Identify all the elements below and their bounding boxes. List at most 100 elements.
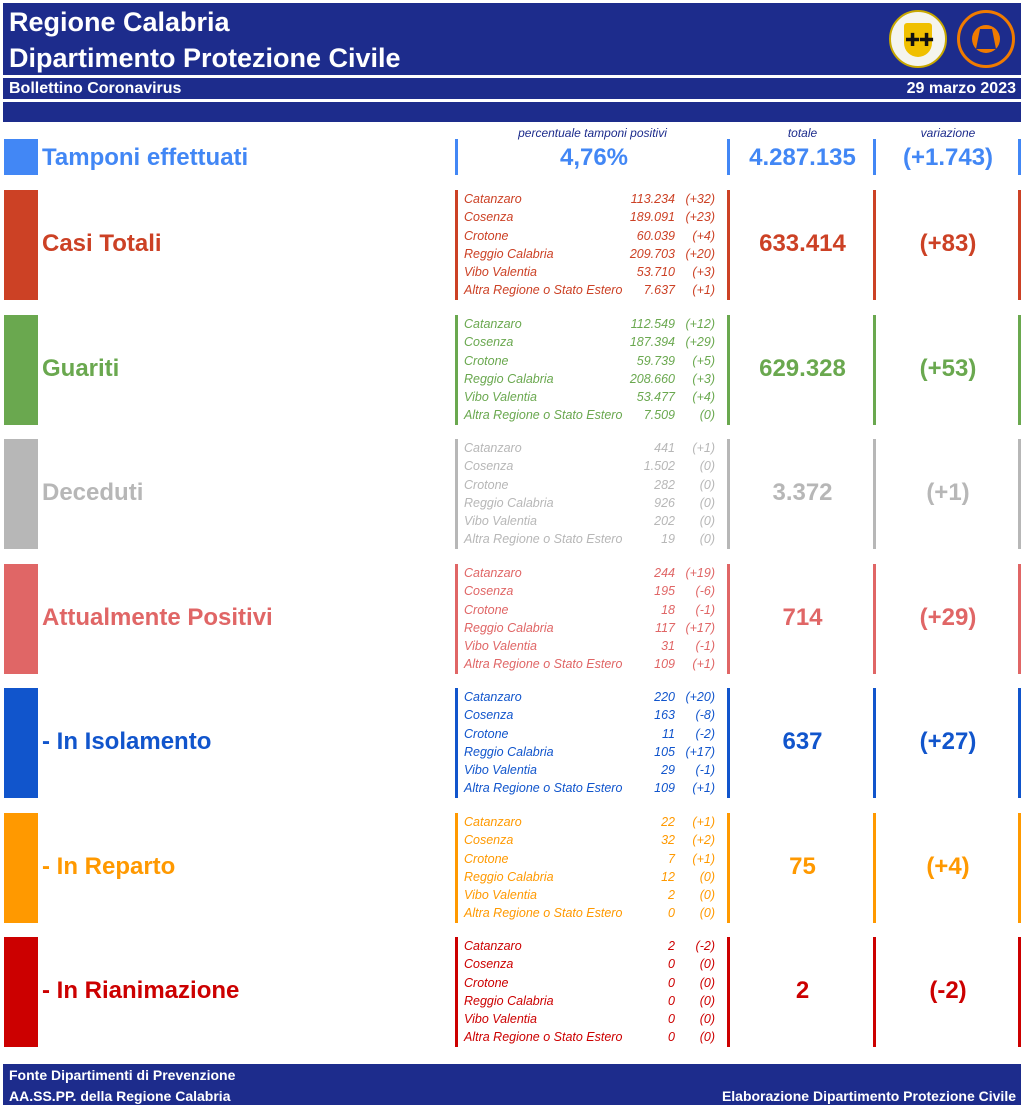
province-delta: (-1) xyxy=(695,639,715,654)
province-name: Crotone xyxy=(464,602,509,617)
province-delta: (0) xyxy=(699,993,715,1008)
province-delta: (-1) xyxy=(695,602,715,617)
province-delta: (+5) xyxy=(692,353,715,368)
province-name: Crotone xyxy=(464,975,509,990)
province-delta: (+1) xyxy=(692,441,715,455)
province-delta: (+20) xyxy=(685,690,715,704)
tamponi-row: Tamponi effettuati 4,76% 4.287.135 (+1.7… xyxy=(0,139,1024,175)
province-line: Vibo Valentia 0 (0) xyxy=(458,1010,727,1028)
total-column-header: totale xyxy=(787,126,818,140)
province-line: Reggio Calabria 105 (+17) xyxy=(458,743,727,761)
section-separator xyxy=(873,315,876,425)
section-label: Attualmente Positivi xyxy=(42,604,273,631)
footer-credit: Elaborazione Dipartimento Protezione Civ… xyxy=(721,1088,1016,1104)
tamponi-separator xyxy=(727,139,730,175)
province-name: Crotone xyxy=(464,353,509,368)
header-banner: Regione Calabria Dipartimento Protezione… xyxy=(3,3,1021,75)
province-name: Altra Regione o Stato Estero xyxy=(464,532,623,547)
province-value: 113.234 xyxy=(630,192,675,206)
province-line: Crotone 0 (0) xyxy=(458,974,727,992)
section-row: Attualmente Positivi Catanzaro 244 (+19) Cos… xyxy=(0,564,1024,674)
province-name: Altra Regione o Stato Estero xyxy=(464,283,623,298)
province-delta: (+2) xyxy=(692,833,715,848)
province-name: Catanzaro xyxy=(464,690,522,704)
province-value: 53.477 xyxy=(636,390,675,405)
province-breakdown: Catanzaro 112.549 (+12) Cosenza 187.394 (+29)… xyxy=(455,315,730,425)
section-total: 637 xyxy=(782,728,823,755)
title-line-1: Regione Calabria xyxy=(9,7,230,37)
section-row: Guariti Catanzaro 112.549 (+12) Cosenza 187.3… xyxy=(0,315,1024,425)
province-name: Cosenza xyxy=(464,335,514,350)
province-line: Reggio Calabria 926 (0) xyxy=(458,494,727,512)
province-line: Catanzaro 2 (-2) xyxy=(458,937,727,955)
province-value: 31 xyxy=(661,639,675,654)
subtitle-bar: Bollettino Coronavirus 29 marzo 2023 xyxy=(3,78,1021,99)
section-label: - In Rianimazione xyxy=(42,977,240,1004)
section-variation: (-2) xyxy=(929,977,967,1004)
province-line: Crotone 60.039 (+4) xyxy=(458,227,727,245)
province-delta: (-2) xyxy=(695,726,715,741)
province-line: Cosenza 187.394 (+29) xyxy=(458,333,727,351)
province-name: Reggio Calabria xyxy=(464,371,554,386)
province-value: 220 xyxy=(654,690,675,704)
province-value: 282 xyxy=(654,477,675,492)
province-delta: (0) xyxy=(699,408,715,423)
section-swatch xyxy=(4,937,38,1047)
province-name: Vibo Valentia xyxy=(464,390,537,405)
province-breakdown: Catanzaro 441 (+1) Cosenza 1.502 (0) Crotone 28… xyxy=(455,439,730,549)
province-line: Crotone 59.739 (+5) xyxy=(458,352,727,370)
province-value: 19 xyxy=(661,532,675,547)
regione-calabria-logo-icon: ✚ ✚ xyxy=(889,10,947,68)
footer: Fonte Dipartimenti di Prevenzione AA.SS.… xyxy=(3,1064,1021,1105)
province-name: Reggio Calabria xyxy=(464,495,554,510)
province-value: 195 xyxy=(654,584,675,599)
province-name: Altra Regione o Stato Estero xyxy=(464,906,623,921)
province-value: 0 xyxy=(668,975,675,990)
tamponi-label: Tamponi effettuati xyxy=(42,144,249,171)
section-label: - In Isolamento xyxy=(42,728,212,755)
province-line: Cosenza 195 (-6) xyxy=(458,582,727,600)
section-row: Casi Totali Catanzaro 113.234 (+32) Cosenza 1… xyxy=(0,190,1024,300)
province-delta: (+17) xyxy=(685,620,715,635)
bulletin-title: Bollettino Coronavirus xyxy=(9,80,182,97)
province-delta: (+1) xyxy=(692,815,715,829)
province-name: Altra Regione o Stato Estero xyxy=(464,657,623,672)
province-delta: (+1) xyxy=(692,657,715,672)
province-delta: (0) xyxy=(699,459,715,474)
section-total: 714 xyxy=(782,604,823,631)
province-value: 60.039 xyxy=(636,228,675,243)
province-delta: (-2) xyxy=(695,939,715,953)
province-value: 202 xyxy=(654,514,675,529)
divider-bar xyxy=(3,102,1021,122)
province-delta: (+19) xyxy=(685,566,715,580)
province-value: 18 xyxy=(661,602,675,617)
province-value: 11 xyxy=(662,726,675,741)
province-name: Catanzaro xyxy=(464,192,522,206)
province-name: Crotone xyxy=(464,726,509,741)
section-variation: (+83) xyxy=(919,230,977,257)
section-total: 3.372 xyxy=(772,479,833,506)
province-value: 112.549 xyxy=(630,317,675,331)
province-line: Reggio Calabria 0 (0) xyxy=(458,992,727,1010)
footer-source-line-1: Fonte Dipartimenti di Prevenzione xyxy=(9,1067,236,1083)
section-separator xyxy=(1018,813,1021,923)
province-delta: (+32) xyxy=(685,192,715,206)
province-line: Reggio Calabria 12 (0) xyxy=(458,868,727,886)
province-value: 7.637 xyxy=(643,283,675,298)
section-row: - In Rianimazione Catanzaro 2 (-2) Cosenza 0 (… xyxy=(0,937,1024,1047)
section-row: Deceduti Catanzaro 441 (+1) Cosenza 1.502 (0) C… xyxy=(0,439,1024,549)
province-line: Crotone 282 (0) xyxy=(458,476,727,494)
province-value: 0 xyxy=(668,957,675,972)
section-variation: (+1) xyxy=(926,479,970,506)
section-swatch xyxy=(4,813,38,923)
section-variation: (+27) xyxy=(919,728,977,755)
province-name: Cosenza xyxy=(464,708,514,723)
province-delta: (0) xyxy=(699,888,715,903)
province-delta: (-1) xyxy=(695,763,715,778)
province-value: 29 xyxy=(661,763,675,778)
province-value: 2 xyxy=(668,888,675,903)
province-line: Altra Regione o Stato Estero 0 (0) xyxy=(458,904,727,922)
province-value: 109 xyxy=(654,657,675,672)
province-delta: (0) xyxy=(699,532,715,547)
province-line: Catanzaro 441 (+1) xyxy=(458,439,727,457)
